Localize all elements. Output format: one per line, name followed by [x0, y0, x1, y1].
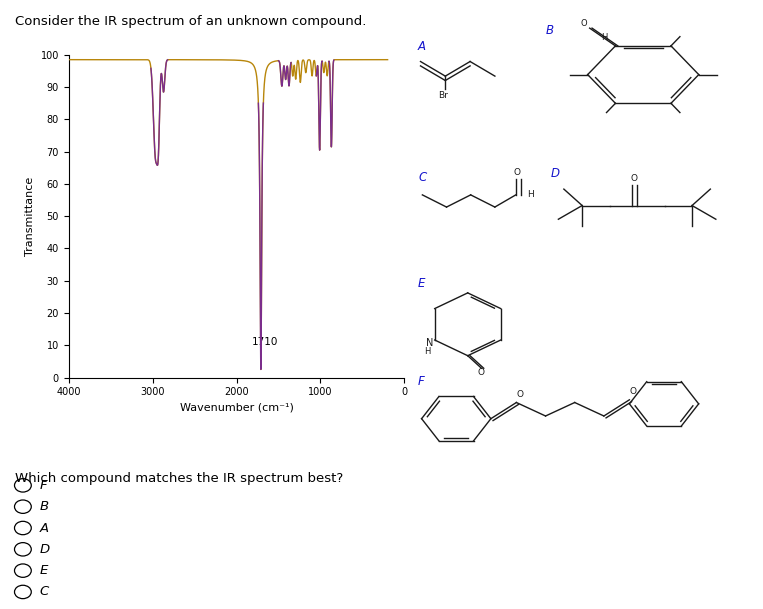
Text: O: O — [514, 169, 521, 177]
Text: H: H — [424, 347, 430, 356]
Text: E: E — [418, 277, 426, 290]
Text: B: B — [40, 500, 49, 513]
Text: A: A — [418, 40, 426, 52]
Text: O: O — [631, 174, 638, 183]
Text: Which compound matches the IR spectrum best?: Which compound matches the IR spectrum b… — [15, 472, 343, 485]
Text: B: B — [546, 24, 553, 37]
Text: O: O — [629, 387, 636, 396]
Text: D: D — [40, 543, 50, 556]
Text: O: O — [581, 19, 587, 28]
X-axis label: Wavenumber (cm⁻¹): Wavenumber (cm⁻¹) — [179, 403, 294, 413]
Text: F: F — [40, 479, 47, 492]
Text: H: H — [601, 33, 607, 42]
Text: C: C — [418, 171, 427, 183]
Y-axis label: Transmittance: Transmittance — [25, 177, 35, 256]
Text: F: F — [418, 375, 425, 387]
Text: N: N — [427, 338, 434, 348]
Text: D: D — [551, 167, 560, 180]
Text: A: A — [40, 521, 49, 535]
Text: H: H — [527, 191, 534, 199]
Text: Br: Br — [438, 91, 448, 100]
Text: O: O — [478, 368, 485, 376]
Text: O: O — [517, 390, 523, 399]
Text: Consider the IR spectrum of an unknown compound.: Consider the IR spectrum of an unknown c… — [15, 15, 367, 28]
Text: C: C — [40, 585, 49, 599]
Text: E: E — [40, 564, 48, 577]
Text: 1710: 1710 — [252, 337, 278, 347]
